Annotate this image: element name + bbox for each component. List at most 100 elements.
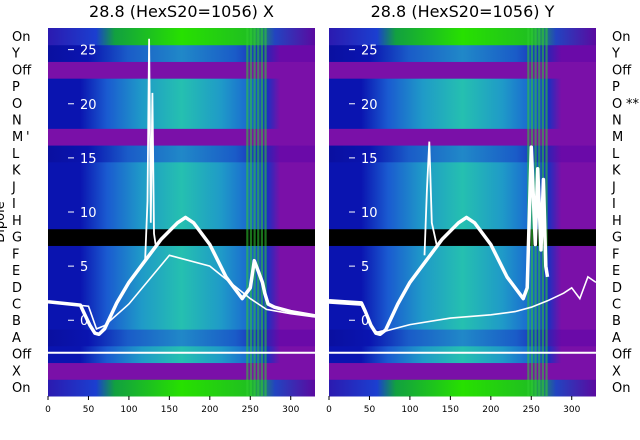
- row-label-5: C: [12, 298, 21, 313]
- heatmap-row-15: [329, 128, 596, 146]
- row-label-12: J: [611, 180, 616, 195]
- row-label-16: N: [612, 114, 622, 129]
- row-label-0: On: [612, 381, 630, 396]
- row-label-13: K: [12, 164, 21, 179]
- row-label-3: A: [612, 331, 621, 346]
- row-label-19: Off: [12, 63, 32, 78]
- stripe-1: [249, 28, 253, 396]
- heatmap-row-12: [329, 178, 596, 196]
- x-tick-label-5: 250: [523, 405, 540, 415]
- heatmap-row-21: [48, 28, 315, 46]
- x-tick-label-1: 50: [364, 405, 376, 415]
- row-label-18: P: [612, 80, 620, 95]
- row-label-20: Y: [611, 47, 620, 62]
- y-tick-label-5: 25: [80, 44, 97, 59]
- row-mark-17: **: [626, 97, 640, 112]
- row-label-8: F: [612, 247, 619, 262]
- heatmap-row-15: [48, 128, 315, 146]
- stripe-5: [545, 28, 548, 396]
- row-label-14: L: [612, 147, 620, 162]
- chart-title: 28.8 (HexS20=1056) Y: [371, 2, 555, 21]
- heatmap-row-3: [329, 329, 596, 347]
- row-label-7: E: [612, 264, 620, 279]
- row-label-21: On: [12, 30, 30, 45]
- row-label-14: L: [12, 147, 20, 162]
- y-axis-label: Dipole: [0, 201, 8, 242]
- row-label-15: M: [12, 130, 23, 145]
- row-label-10: H: [12, 214, 22, 229]
- row-label-21: On: [612, 30, 630, 45]
- heatmap-row-1: [329, 362, 596, 380]
- y-tick-label-2: 10: [80, 206, 97, 221]
- chart-title: 28.8 (HexS20=1056) X: [89, 2, 274, 21]
- row-label-11: I: [12, 197, 16, 212]
- heatmap-row-2: [48, 345, 315, 364]
- row-label-16: N: [12, 114, 22, 129]
- row-label-9: G: [612, 231, 622, 246]
- row-label-20: Y: [11, 47, 20, 62]
- heatmap-row-9: [329, 228, 596, 246]
- x-tick-label-6: 300: [282, 405, 299, 415]
- row-label-3: A: [12, 331, 21, 346]
- row-label-8: F: [12, 247, 19, 262]
- thick-overlay-line: [328, 145, 550, 337]
- heatmap-row-12: [48, 178, 315, 196]
- spike-line: [423, 141, 438, 256]
- row-label-0: On: [12, 381, 30, 396]
- row-label-15: M: [612, 130, 623, 145]
- row-label-5: C: [612, 298, 621, 313]
- x-tick-label-1: 50: [83, 405, 95, 415]
- y-tick-label-0: 0: [361, 314, 369, 329]
- heatmap-row-16: [329, 111, 596, 129]
- row-label-17: O: [612, 97, 622, 112]
- x-tick-label-4: 200: [201, 405, 218, 415]
- heatmap-row-16: [48, 111, 315, 129]
- y-tick-label-2: 10: [361, 206, 378, 221]
- x-tick-label-5: 250: [242, 405, 259, 415]
- row-label-13: K: [612, 164, 621, 179]
- row-label-1: X: [12, 364, 21, 379]
- heatmap-row-3: [48, 329, 315, 347]
- y-tick-label-3: 15: [361, 152, 378, 167]
- row-label-11: I: [612, 197, 616, 212]
- x-tick-label-6: 300: [563, 405, 580, 415]
- row-label-19: Off: [612, 63, 632, 78]
- stripe-2: [253, 28, 256, 396]
- heatmap-row-9: [48, 228, 315, 246]
- y-tick-label-4: 20: [361, 98, 378, 113]
- x-tick-label-2: 100: [401, 405, 418, 415]
- row-label-10: H: [612, 214, 622, 229]
- heatmap-row-5: [329, 295, 596, 313]
- x-tick-label-3: 150: [442, 405, 459, 415]
- row-label-12: J: [11, 180, 16, 195]
- row-label-17: O: [12, 97, 22, 112]
- y-tick-label-3: 15: [80, 152, 97, 167]
- heatmap-row-6: [329, 278, 596, 297]
- stripe-3: [257, 28, 260, 396]
- row-mark-15: ': [26, 130, 30, 145]
- row-label-1: X: [612, 364, 621, 379]
- row-label-9: G: [12, 231, 22, 246]
- thin-overlay-line: [47, 254, 316, 330]
- x-tick-label-4: 200: [482, 405, 499, 415]
- stripe-0: [246, 28, 249, 396]
- heatmap-row-2: [329, 345, 596, 364]
- stripe-5: [264, 28, 267, 396]
- y-tick-label-4: 20: [80, 98, 97, 113]
- heatmap-row-6: [48, 278, 315, 297]
- row-label-6: D: [612, 281, 622, 296]
- y-tick-label-0: 0: [80, 314, 88, 329]
- heatmap-row-1: [48, 362, 315, 380]
- x-tick-label-0: 0: [326, 405, 332, 415]
- thick-overlay-line: [47, 215, 316, 337]
- heatmap-row-19: [48, 61, 315, 79]
- stripe-4: [260, 28, 263, 396]
- x-tick-label-2: 100: [120, 405, 137, 415]
- spike-line: [144, 38, 157, 261]
- stripe-1: [530, 28, 534, 396]
- row-label-6: D: [12, 281, 22, 296]
- heatmap-row-19: [329, 61, 596, 79]
